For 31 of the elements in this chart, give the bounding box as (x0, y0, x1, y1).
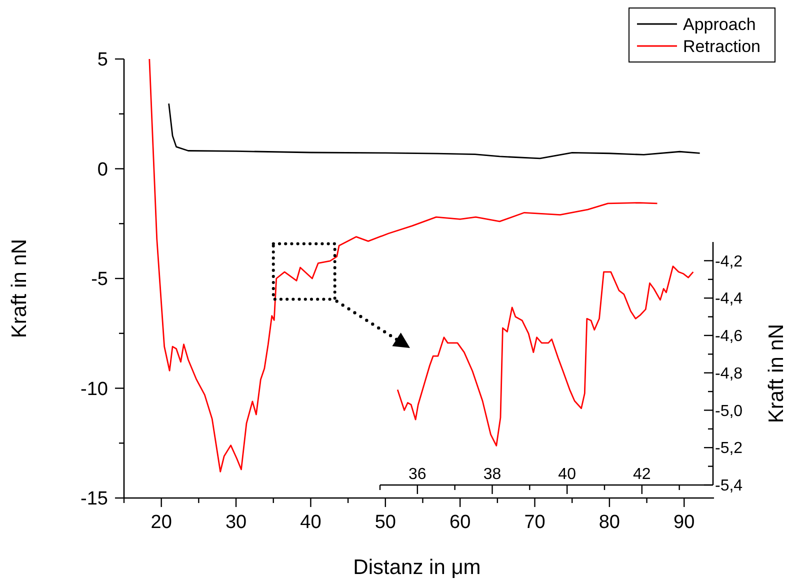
x-tick-label: 36 (408, 466, 426, 483)
x-tick-label: 40 (558, 466, 576, 483)
line-series (396, 266, 694, 446)
y-axis-title: Kraft in nN (765, 324, 788, 424)
y-tick-label: -5,2 (715, 440, 743, 458)
y-tick-label: -5 (91, 269, 108, 290)
x-tick-label: 30 (225, 512, 247, 533)
y-tick-label: -15 (80, 488, 108, 510)
y-tick-label: 0 (97, 159, 108, 180)
x-tick-label: 70 (524, 512, 546, 533)
x-tick-label: 38 (483, 466, 502, 483)
x-tick-label: 42 (633, 466, 651, 483)
y-tick-label: -4,4 (715, 290, 743, 308)
x-tick-label: 80 (598, 512, 620, 533)
x-tick-label: 20 (150, 512, 172, 533)
y-tick-label: -4,2 (715, 253, 743, 270)
x-tick-label: 60 (450, 512, 471, 533)
y-tick-label: 5 (97, 50, 108, 71)
x-tick-label: 90 (674, 512, 695, 533)
legend-label: Retraction (683, 36, 760, 56)
line-series (168, 102, 701, 160)
x-tick-label: 50 (374, 512, 396, 533)
y-tick-label: -4,8 (715, 365, 743, 382)
y-tick-label: -5,0 (715, 402, 743, 420)
y-tick-label: -5,4 (715, 478, 743, 495)
x-axis-title: Distanz in μm (353, 556, 481, 579)
x-tick-label: 40 (300, 512, 322, 533)
y-axis-title: Kraft in nN (8, 238, 31, 338)
y-tick-label: -4,6 (715, 328, 743, 346)
legend-label: Approach (683, 14, 756, 34)
y-tick-label: -10 (80, 378, 108, 400)
